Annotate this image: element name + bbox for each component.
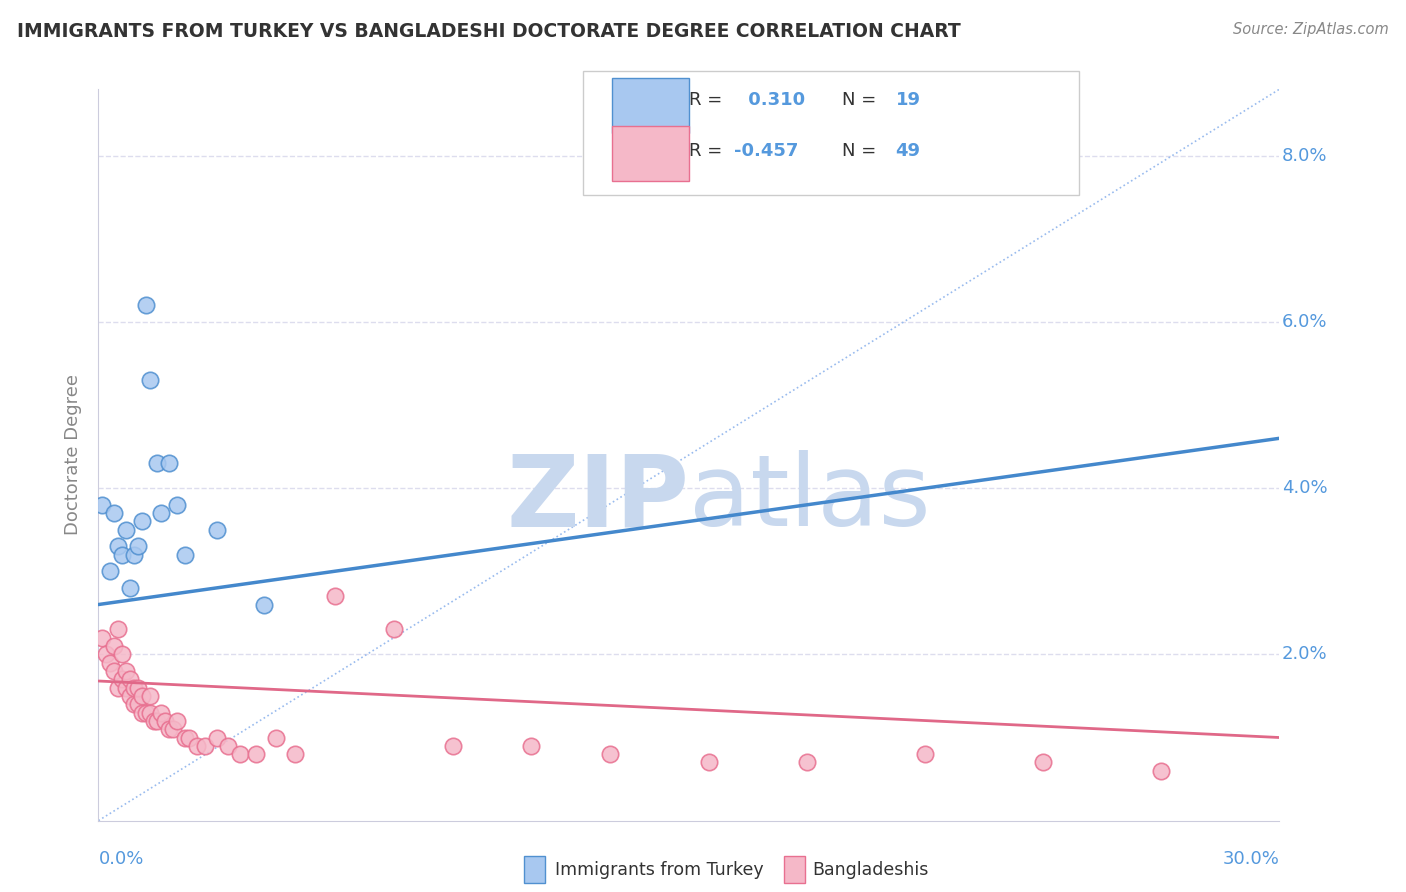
Point bbox=[138, 689, 160, 703]
Point bbox=[107, 681, 129, 695]
Text: 49: 49 bbox=[896, 143, 921, 161]
Point bbox=[146, 456, 169, 470]
Point bbox=[91, 631, 114, 645]
Y-axis label: Doctorate Degree: Doctorate Degree bbox=[63, 375, 82, 535]
Point bbox=[122, 681, 145, 695]
Point bbox=[103, 506, 125, 520]
Point bbox=[98, 656, 121, 670]
Text: 19: 19 bbox=[896, 91, 921, 109]
Text: 4.0%: 4.0% bbox=[1282, 479, 1327, 497]
Point bbox=[127, 698, 149, 712]
Text: N =: N = bbox=[842, 91, 883, 109]
Point bbox=[194, 739, 217, 753]
Point bbox=[103, 639, 125, 653]
Text: -0.457: -0.457 bbox=[734, 143, 799, 161]
Text: 0.0%: 0.0% bbox=[98, 850, 143, 868]
Text: Immigrants from Turkey: Immigrants from Turkey bbox=[555, 861, 763, 879]
Point bbox=[166, 714, 188, 728]
Point bbox=[229, 747, 252, 761]
Point bbox=[131, 706, 153, 720]
Point bbox=[382, 623, 405, 637]
Point bbox=[150, 706, 173, 720]
Text: 2.0%: 2.0% bbox=[1282, 646, 1327, 664]
Point bbox=[205, 523, 228, 537]
Point bbox=[150, 506, 173, 520]
Point bbox=[253, 598, 276, 612]
Text: Source: ZipAtlas.com: Source: ZipAtlas.com bbox=[1233, 22, 1389, 37]
Point bbox=[122, 548, 145, 562]
Point bbox=[599, 747, 621, 761]
Point bbox=[914, 747, 936, 761]
Point bbox=[157, 723, 180, 737]
Point bbox=[131, 689, 153, 703]
Point bbox=[107, 539, 129, 553]
Point bbox=[174, 731, 197, 745]
Point bbox=[157, 456, 180, 470]
Point bbox=[118, 673, 141, 687]
FancyBboxPatch shape bbox=[612, 78, 689, 133]
Text: Bangladeshis: Bangladeshis bbox=[813, 861, 929, 879]
Text: 8.0%: 8.0% bbox=[1282, 146, 1327, 165]
Point bbox=[118, 581, 141, 595]
Point bbox=[142, 714, 165, 728]
Point bbox=[1150, 764, 1173, 778]
Point bbox=[111, 648, 134, 662]
Point bbox=[115, 664, 138, 678]
Point bbox=[103, 664, 125, 678]
Point bbox=[111, 673, 134, 687]
Text: 30.0%: 30.0% bbox=[1223, 850, 1279, 868]
Point bbox=[138, 706, 160, 720]
Point bbox=[138, 373, 160, 387]
Point bbox=[1032, 756, 1054, 770]
Point bbox=[98, 564, 121, 578]
Point bbox=[122, 698, 145, 712]
Point bbox=[115, 523, 138, 537]
Point bbox=[135, 298, 157, 312]
Point bbox=[166, 498, 188, 512]
Point bbox=[796, 756, 818, 770]
Text: atlas: atlas bbox=[689, 450, 931, 548]
FancyBboxPatch shape bbox=[612, 126, 689, 180]
Point bbox=[264, 731, 287, 745]
Text: IMMIGRANTS FROM TURKEY VS BANGLADESHI DOCTORATE DEGREE CORRELATION CHART: IMMIGRANTS FROM TURKEY VS BANGLADESHI DO… bbox=[17, 22, 960, 41]
Point bbox=[323, 589, 346, 603]
Text: 0.310: 0.310 bbox=[742, 91, 806, 109]
Point bbox=[146, 714, 169, 728]
Point bbox=[107, 623, 129, 637]
Point bbox=[127, 539, 149, 553]
Text: ZIP: ZIP bbox=[506, 450, 689, 548]
Text: R =: R = bbox=[689, 91, 728, 109]
Point bbox=[115, 681, 138, 695]
Point bbox=[205, 731, 228, 745]
Text: N =: N = bbox=[842, 143, 883, 161]
Text: 6.0%: 6.0% bbox=[1282, 313, 1327, 331]
Point bbox=[697, 756, 720, 770]
Point bbox=[174, 548, 197, 562]
Point bbox=[177, 731, 200, 745]
FancyBboxPatch shape bbox=[582, 71, 1078, 195]
Point bbox=[135, 706, 157, 720]
Text: R =: R = bbox=[689, 143, 728, 161]
Point bbox=[520, 739, 543, 753]
Point bbox=[284, 747, 307, 761]
Point bbox=[118, 689, 141, 703]
Point bbox=[127, 681, 149, 695]
Point bbox=[162, 723, 184, 737]
Point bbox=[441, 739, 464, 753]
Point bbox=[155, 714, 177, 728]
Point bbox=[111, 548, 134, 562]
Point bbox=[91, 498, 114, 512]
Point bbox=[245, 747, 267, 761]
Point bbox=[96, 648, 118, 662]
Point bbox=[131, 515, 153, 529]
Point bbox=[217, 739, 239, 753]
Point bbox=[186, 739, 208, 753]
